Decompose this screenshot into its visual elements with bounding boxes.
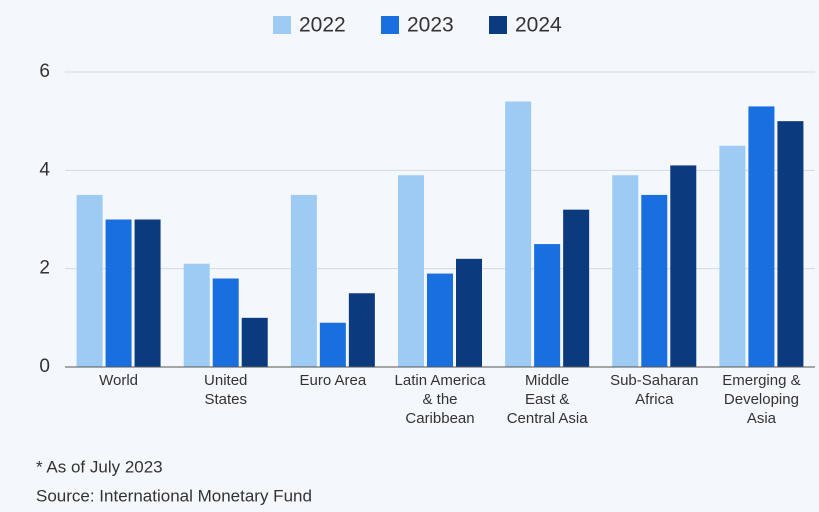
bar — [748, 106, 775, 368]
x-tick-label: Latin America — [395, 372, 487, 389]
bar — [398, 175, 424, 367]
bar — [456, 258, 482, 367]
bar — [134, 219, 161, 367]
x-tick-label: Emerging & — [722, 372, 800, 389]
legend-swatch — [273, 16, 291, 34]
bar — [290, 194, 317, 367]
bar — [427, 273, 453, 367]
y-tick-label: 6 — [39, 61, 50, 82]
bar — [505, 101, 532, 367]
bar — [348, 293, 375, 367]
x-tick-label: Middle — [525, 372, 569, 389]
bar — [670, 165, 697, 367]
bar — [777, 121, 804, 368]
x-tick-label: & the — [422, 391, 457, 408]
legend-label: 2024 — [515, 14, 562, 37]
x-tick-label: Euro Area — [299, 372, 366, 389]
footnote: * As of July 2023 — [36, 457, 163, 476]
bar — [319, 322, 346, 367]
bar — [563, 209, 590, 367]
bar — [183, 263, 210, 367]
y-tick-label: 4 — [39, 159, 50, 180]
x-tick-label: United — [204, 372, 247, 389]
legend-swatch — [489, 16, 507, 34]
x-tick-label: Africa — [635, 391, 674, 408]
legend-label: 2022 — [299, 14, 346, 37]
bar — [212, 278, 239, 367]
bar — [612, 175, 639, 367]
x-tick-label: Sub-Saharan — [610, 372, 698, 389]
bar — [641, 194, 668, 367]
x-tick-label: Developing — [724, 391, 799, 408]
bar — [719, 145, 746, 367]
legend-label: 2023 — [407, 14, 454, 37]
y-tick-label: 0 — [39, 356, 50, 377]
bar — [105, 219, 132, 367]
legend-swatch — [381, 16, 399, 34]
bar — [241, 317, 268, 367]
y-tick-label: 2 — [39, 258, 50, 279]
x-tick-label: East & — [525, 391, 569, 408]
x-tick-label: Central Asia — [507, 410, 589, 427]
bar — [534, 244, 561, 367]
footnote: Source: International Monetary Fund — [36, 486, 312, 505]
x-tick-label: Caribbean — [405, 410, 474, 427]
x-tick-label: States — [204, 391, 247, 408]
x-tick-label: World — [99, 372, 138, 389]
bar — [76, 194, 103, 367]
x-tick-label: Asia — [747, 410, 777, 427]
